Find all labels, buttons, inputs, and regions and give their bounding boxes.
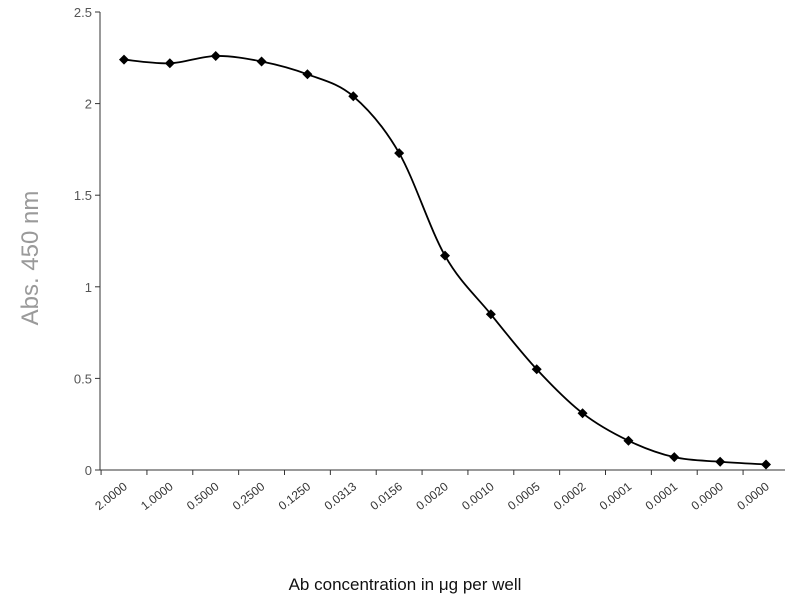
data-point — [577, 408, 588, 419]
y-tick-label: 0.5 — [74, 371, 92, 386]
data-point — [119, 54, 129, 65]
x-tick-label: 0.2500 — [230, 479, 268, 513]
data-point — [715, 456, 726, 467]
data-point — [394, 148, 405, 159]
series-group — [119, 50, 771, 470]
y-tick-label: 2.5 — [74, 5, 92, 20]
data-point — [623, 435, 634, 446]
x-tick-label: 0.1250 — [276, 479, 314, 513]
x-tick-label: 0.0002 — [551, 479, 589, 513]
y-tick-label: 0 — [85, 463, 92, 478]
x-tick-label: 0.0001 — [643, 479, 681, 513]
y-tick-label: 1 — [85, 280, 92, 295]
x-tick-label: 0.0156 — [367, 479, 405, 513]
data-point — [210, 50, 221, 61]
x-tick-label: 0.0001 — [597, 479, 635, 513]
x-tick-label: 2.0000 — [92, 479, 130, 513]
y-ticks: 0 0.5 1 1.5 2 2.5 — [74, 5, 100, 478]
x-ticks: 2.0000 1.0000 0.5000 0.2500 0.1250 0.0313 0.01… — [92, 470, 772, 513]
data-point — [348, 91, 359, 102]
x-tick-label: 1.0000 — [138, 479, 176, 513]
x-tick-label: 0.0000 — [734, 479, 772, 513]
data-point — [485, 309, 496, 320]
data-point — [164, 58, 175, 69]
data-point — [669, 452, 680, 463]
x-tick-label: 0.0005 — [505, 479, 543, 513]
x-tick-label: 0.0313 — [322, 479, 360, 513]
y-axis-label: Abs. 450 nm — [17, 191, 44, 326]
x-tick-label: 0.0010 — [459, 479, 497, 513]
data-point — [302, 69, 313, 80]
x-tick-label: 0.0000 — [688, 479, 726, 513]
data-point — [256, 56, 267, 67]
x-axis-label: Ab concentration in μg per well — [289, 575, 522, 594]
data-point — [440, 250, 450, 261]
x-tick-label: 0.0020 — [413, 479, 451, 513]
data-point — [761, 459, 771, 470]
data-point — [531, 364, 542, 375]
y-tick-label: 1.5 — [74, 188, 92, 203]
y-tick-label: 2 — [85, 97, 92, 112]
x-tick-label: 0.5000 — [184, 479, 222, 513]
